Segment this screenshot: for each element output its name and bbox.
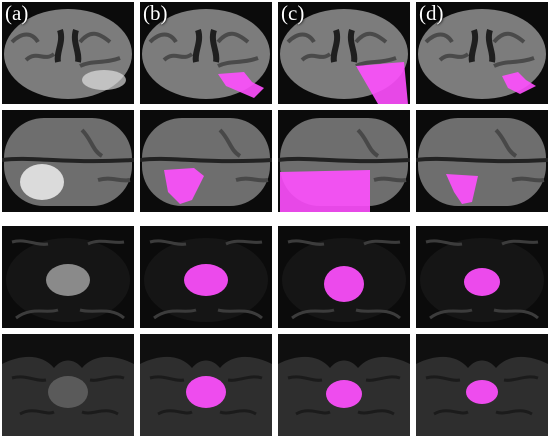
mri-brain-image [2,110,134,212]
panel-a-row1: (a) [2,2,134,104]
panel-c-row3 [278,226,410,328]
mri-brain-image [278,110,410,212]
panel-d-row1: (d) [416,2,548,104]
mri-brain-image [416,2,548,104]
mri-pelvis-image [416,334,548,436]
mri-brain-image [140,2,272,104]
panel-a-row2 [2,110,134,212]
panel-a-row3 [2,226,134,328]
column-label-d: (d) [419,2,444,25]
panel-b-row3 [140,226,272,328]
panel-d-row4 [416,334,548,436]
mri-brain-image [278,2,410,104]
mri-pelvis-image [140,226,272,328]
mri-pelvis-image [278,226,410,328]
panel-d-row3 [416,226,548,328]
mri-pelvis-image [2,334,134,436]
mri-brain-image [2,2,134,104]
panel-c-row4 [278,334,410,436]
column-label-c: (c) [281,2,305,25]
mri-brain-image [140,110,272,212]
column-label-b: (b) [143,2,168,25]
panel-b-row1: (b) [140,2,272,104]
mri-pelvis-image [140,334,272,436]
panel-b-row2 [140,110,272,212]
mri-pelvis-image [278,334,410,436]
column-label-a: (a) [5,2,29,25]
panel-a-row4 [2,334,134,436]
panel-c-row2 [278,110,410,212]
panel-c-row1: (c) [278,2,410,104]
panel-d-row2 [416,110,548,212]
panel-b-row4 [140,334,272,436]
mri-pelvis-image [2,226,134,328]
mri-pelvis-image [416,226,548,328]
mri-brain-image [416,110,548,212]
